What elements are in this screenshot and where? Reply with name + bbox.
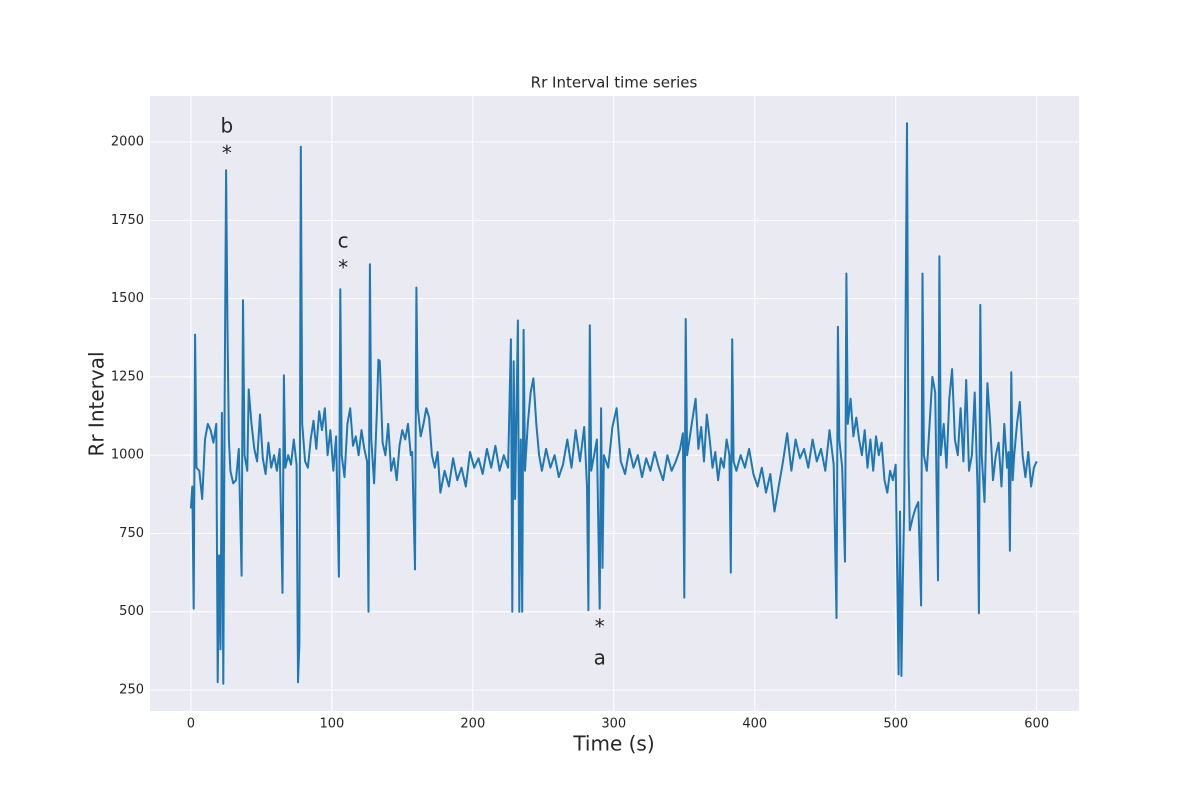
annotation: * (595, 615, 605, 639)
y-tick-label: 1250 (111, 369, 144, 384)
y-tick-label: 250 (119, 683, 144, 698)
y-tick-label: 750 (119, 526, 144, 541)
annotation: c (338, 228, 349, 252)
y-tick-label: 2000 (111, 135, 144, 150)
x-tick-label: 600 (1024, 717, 1049, 732)
annotation: * (338, 255, 348, 279)
annotation: a (594, 646, 606, 670)
annotation: * (222, 141, 232, 165)
x-tick-label: 0 (187, 717, 195, 732)
y-tick-label: 1500 (111, 291, 144, 306)
x-tick-label: 100 (319, 717, 344, 732)
y-axis-label: Rr Interval (85, 351, 109, 456)
x-tick-label: 500 (883, 717, 908, 732)
x-tick-label: 200 (460, 717, 485, 732)
series-line (189, 122, 1038, 685)
y-tick-label: 1000 (111, 448, 144, 463)
annotation: b (220, 114, 233, 138)
y-tick-label: 500 (119, 604, 144, 619)
x-tick-label: 400 (742, 717, 767, 732)
x-tick-label: 300 (601, 717, 626, 732)
y-tick-label: 1750 (111, 213, 144, 228)
chart-title: Rr Interval time series (531, 74, 698, 92)
x-axis-label: Time (s) (572, 732, 654, 756)
